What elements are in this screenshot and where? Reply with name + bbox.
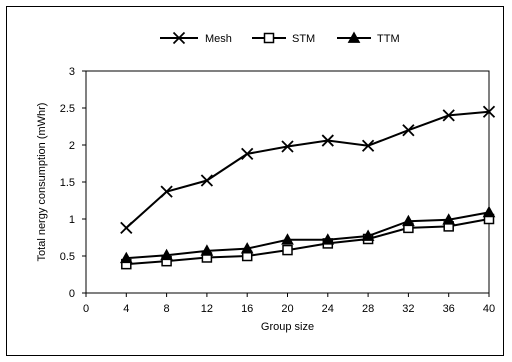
axis-ticks: 0 4 8 12 16 20 24 28 32 36 40 0 0.5 1 1.5 2 2.5 3	[60, 66, 495, 315]
legend-item-ttm: TTM	[337, 31, 400, 45]
x-tick-label: 4	[123, 303, 129, 315]
x-tick-label: 12	[201, 303, 213, 315]
data-point-ttm	[442, 213, 456, 225]
series-layer	[119, 105, 496, 270]
data-point-mesh	[321, 134, 334, 147]
series-line-ttm	[126, 211, 490, 260]
data-point-mesh	[361, 139, 375, 152]
legend-label: TTM	[377, 33, 400, 45]
data-point-mesh	[160, 185, 173, 198]
data-point-stm	[282, 244, 293, 256]
x-tick-label: 40	[483, 303, 495, 315]
data-point-mesh	[200, 174, 214, 187]
data-point-ttm	[482, 205, 496, 218]
x-tick-label: 8	[164, 303, 170, 315]
data-point-mesh	[241, 147, 254, 161]
data-point-ttm	[200, 244, 214, 256]
y-tick-label: 1.5	[60, 177, 75, 189]
data-point-mesh	[281, 140, 294, 153]
y-tick-label: 0.5	[60, 251, 75, 263]
y-axis-label: Total nergy consumption (mWhr)	[36, 103, 48, 262]
data-point-ttm	[402, 214, 415, 227]
plot-area	[85, 70, 490, 294]
data-point-ttm	[119, 251, 133, 264]
legend-marker	[347, 31, 361, 43]
data-point-ttm	[281, 233, 294, 245]
data-point-mesh	[482, 105, 496, 118]
y-tick-label: 0	[69, 288, 75, 300]
legend-marker	[172, 31, 186, 45]
data-point-ttm	[361, 229, 375, 241]
legend-item-stm: STM	[252, 32, 315, 45]
series-mesh	[120, 105, 496, 235]
x-axis-label: Group size	[261, 321, 314, 333]
legend: Mesh STM TTM	[160, 31, 400, 45]
data-point-ttm	[160, 248, 173, 261]
series-ttm	[119, 205, 496, 264]
data-point-mesh	[120, 221, 133, 235]
chart-frame	[6, 6, 504, 356]
legend-label: Mesh	[205, 33, 232, 45]
legend-marker	[263, 32, 275, 44]
x-tick-label: 28	[362, 303, 374, 315]
y-tick-label: 2	[69, 140, 75, 152]
y-tick-label: 3	[69, 66, 75, 78]
legend-item-mesh: Mesh	[160, 31, 232, 45]
x-tick-label: 0	[83, 303, 89, 315]
series-stm	[121, 213, 495, 270]
data-point-ttm	[321, 233, 335, 245]
x-tick-label: 36	[443, 303, 455, 315]
x-tick-label: 32	[402, 303, 414, 315]
data-point-ttm	[240, 242, 254, 254]
data-point-mesh	[442, 109, 455, 122]
data-point-mesh	[402, 124, 415, 137]
x-tick-label: 24	[322, 303, 334, 315]
y-tick-label: 1	[69, 214, 75, 226]
y-tick-label: 2.5	[60, 103, 75, 115]
x-tick-label: 16	[241, 303, 253, 315]
x-tick-label: 20	[281, 303, 293, 315]
series-line-stm	[126, 218, 490, 266]
series-line-mesh	[125, 110, 490, 229]
legend-label: STM	[292, 33, 315, 45]
